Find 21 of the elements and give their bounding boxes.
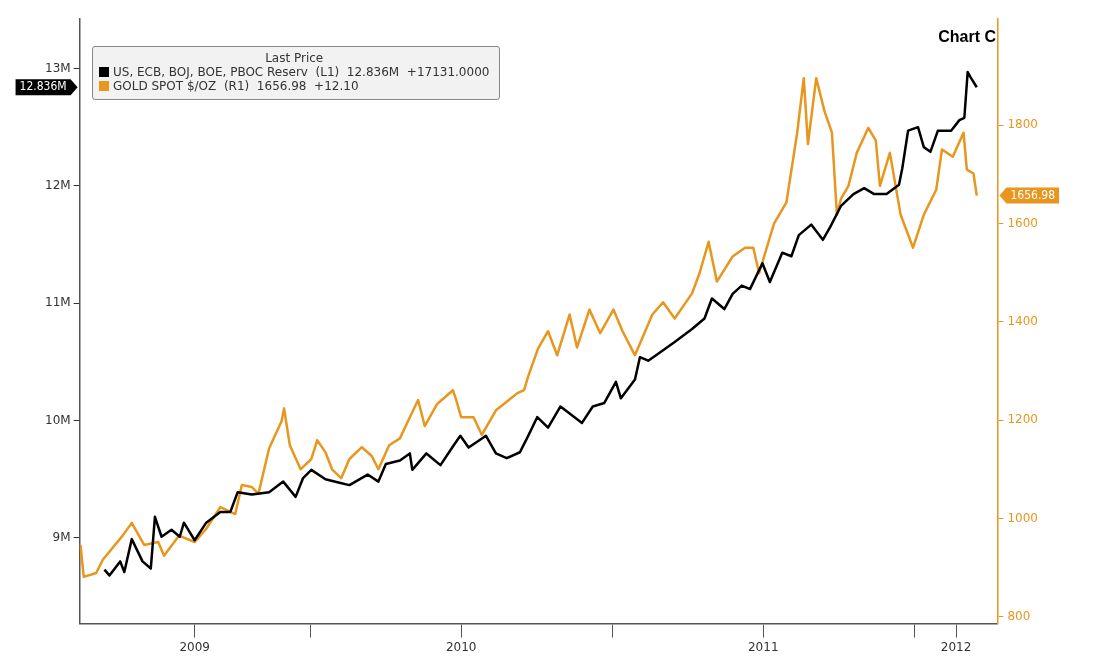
legend-label: GOLD SPOT $/OZ (R1) 1656.98 +12.10 bbox=[113, 79, 359, 93]
y2-tick-label: 1400 bbox=[1007, 314, 1039, 329]
y-tick-label: 10M bbox=[45, 412, 71, 427]
y2-tick-label: 1800 bbox=[1007, 117, 1039, 132]
y-tick-label: 13M bbox=[45, 60, 71, 75]
x-tick-label: 2009 bbox=[179, 639, 210, 654]
y-tick-label: 9M bbox=[52, 530, 71, 545]
y2-tick-label: 1200 bbox=[1007, 412, 1039, 427]
text: Chart C bbox=[938, 28, 996, 46]
text: 12.836M bbox=[19, 79, 67, 94]
legend-label: US, ECB, BOJ, BOE, PBOC Reserv (L1) 12.836M +17131.0000 bbox=[113, 65, 490, 79]
x-tick-label: 2012 bbox=[940, 639, 972, 654]
legend-title: Last Price bbox=[264, 51, 325, 65]
y2-tick-label: 800 bbox=[1007, 608, 1031, 623]
text: 1656.98 bbox=[1010, 187, 1056, 202]
x-tick-label: 2010 bbox=[445, 639, 477, 654]
y-tick-label: 11M bbox=[45, 295, 71, 310]
y2-tick-label: 1000 bbox=[1007, 510, 1039, 525]
y-tick-label: 12M bbox=[45, 177, 71, 192]
y2-tick-label: 1600 bbox=[1007, 215, 1039, 230]
x-tick-label: 2011 bbox=[747, 639, 779, 654]
